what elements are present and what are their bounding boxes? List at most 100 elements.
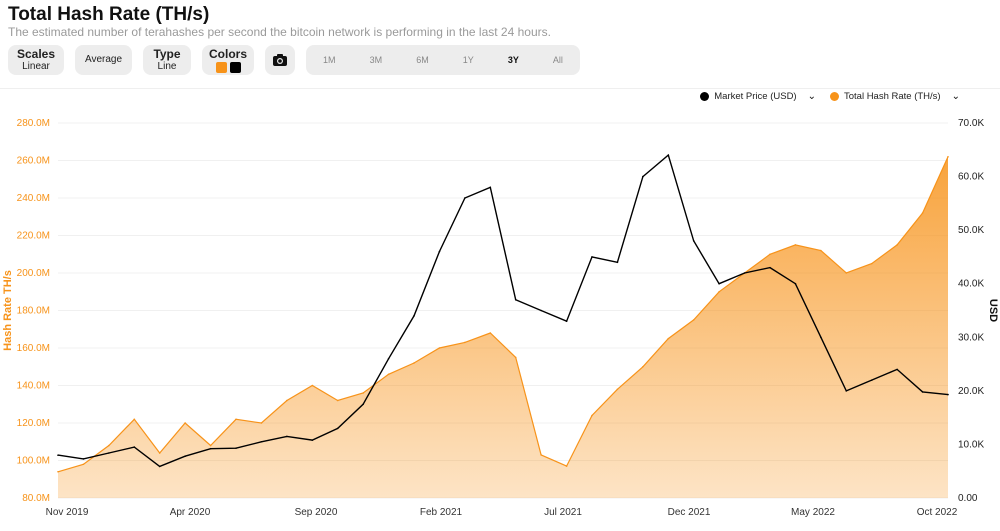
- market-price-point: [820, 336, 822, 339]
- y-tick-label: 200.0M: [17, 268, 50, 279]
- y-tick-label: 80.0M: [22, 493, 50, 504]
- hash-rate-point: [362, 392, 364, 394]
- y2-tick-label: 60.0K: [958, 172, 984, 183]
- y-tick-label: 160.0M: [17, 343, 50, 354]
- market-price-point: [616, 261, 619, 264]
- chevron-down-icon[interactable]: ⌄: [951, 91, 960, 102]
- hash-rate-point: [413, 362, 415, 364]
- market-price-point: [718, 282, 720, 285]
- y2-tick-label: 40.0K: [958, 279, 984, 290]
- hash-rate-point: [565, 465, 568, 467]
- market-price-point: [82, 458, 85, 460]
- type-value: Line: [157, 60, 177, 72]
- page-title: Total Hash Rate (TH/s): [8, 4, 210, 25]
- x-tick-label: May 2022: [791, 507, 835, 518]
- legend-label-hash: Total Hash Rate (TH/s): [843, 91, 941, 102]
- market-price-point: [870, 379, 873, 381]
- y-tick-label: 240.0M: [17, 193, 50, 204]
- hash-rate-point: [311, 384, 314, 387]
- screenshot-button[interactable]: [265, 45, 295, 75]
- market-price-point: [57, 454, 59, 456]
- hash-rate-point: [184, 422, 186, 424]
- legend-item-price[interactable]: Market Price (USD) ⌄: [700, 91, 816, 102]
- range-3y[interactable]: 3Y: [507, 55, 519, 65]
- camera-icon: [273, 54, 287, 66]
- x-tick-label: Jul 2021: [544, 507, 582, 518]
- y2-tick-label: 70.0K: [958, 118, 984, 129]
- scales-button[interactable]: Scales Linear: [8, 45, 64, 75]
- market-price-point: [184, 455, 186, 458]
- hash-rate-point: [387, 373, 390, 376]
- hash-rate-point: [108, 444, 110, 447]
- y-tick-label: 280.0M: [17, 118, 50, 129]
- market-price-point: [209, 447, 212, 450]
- hash-rate-point: [921, 212, 924, 214]
- y-axis-title: Hash Rate TH/s: [2, 270, 14, 351]
- hash-rate-point: [820, 249, 822, 252]
- y2-tick-label: 30.0K: [958, 332, 984, 343]
- market-price-point: [464, 197, 466, 199]
- hash-rate-point: [718, 290, 720, 293]
- hash-dot-icon: [829, 92, 839, 101]
- market-price-line: [57, 153, 949, 468]
- legend-item-hash[interactable]: Total Hash Rate (TH/s) ⌄: [829, 91, 960, 102]
- market-price-point: [362, 403, 364, 406]
- y-tick-label: 220.0M: [17, 231, 50, 242]
- market-price-point: [438, 250, 441, 253]
- x-tick-label: Oct 2022: [917, 507, 958, 518]
- y2-tick-label: 50.0K: [958, 225, 984, 236]
- hash-rate-area: [58, 156, 948, 499]
- colors-button[interactable]: Colors: [202, 45, 254, 75]
- hash-rate-point: [286, 399, 288, 402]
- market-price-point: [947, 393, 949, 396]
- colors-label: Colors: [208, 46, 247, 61]
- range-all[interactable]: All: [552, 55, 563, 65]
- range-3m[interactable]: 3M: [369, 55, 383, 65]
- hash-rate-point: [158, 452, 161, 454]
- hash-rate-point: [540, 454, 542, 456]
- hash-rate-point: [57, 470, 59, 473]
- y-tick-label: 100.0M: [17, 456, 50, 467]
- market-price-point: [133, 446, 136, 448]
- x-tick-label: Feb 2021: [420, 507, 463, 518]
- market-price-point: [794, 282, 797, 285]
- hash-rate-point: [692, 319, 695, 321]
- hash-color-swatch[interactable]: [215, 61, 227, 73]
- market-price-point: [667, 154, 670, 156]
- hash-rate-point: [642, 365, 644, 368]
- hash-rate-point: [489, 332, 492, 334]
- page-subtitle: The estimated number of terahashes per s…: [8, 25, 551, 39]
- y2-tick-label: 0.00: [958, 493, 978, 504]
- chart-legend: Market Price (USD) ⌄ Total Hash Rate (TH…: [700, 91, 960, 102]
- hash-rate-point: [235, 418, 237, 421]
- market-price-point: [540, 309, 542, 312]
- market-price-point: [565, 320, 568, 323]
- market-price-point: [743, 272, 746, 274]
- price-color-swatch[interactable]: [229, 61, 241, 73]
- hash-rate-point: [438, 347, 441, 349]
- hash-rate-point: [514, 356, 517, 359]
- market-price-point: [235, 447, 237, 449]
- y2-tick-label: 10.0K: [958, 439, 984, 450]
- y-tick-label: 140.0M: [17, 381, 50, 392]
- hash-rate-point: [947, 155, 949, 158]
- hash-rate-point: [464, 341, 466, 344]
- market-price-point: [158, 465, 161, 468]
- range-1y[interactable]: 1Y: [462, 55, 474, 65]
- range-1m[interactable]: 1M: [323, 55, 336, 65]
- chevron-down-icon[interactable]: ⌄: [807, 91, 816, 102]
- hash-rate-point: [82, 463, 85, 466]
- market-price-point: [286, 435, 288, 438]
- type-button[interactable]: Type Line: [143, 45, 191, 75]
- average-button[interactable]: Average: [75, 45, 132, 75]
- market-price-point: [311, 439, 314, 441]
- market-price-point: [489, 186, 492, 189]
- x-tick-label: Apr 2020: [170, 507, 211, 518]
- market-price-point: [845, 390, 848, 392]
- x-tick-label: Dec 2021: [668, 507, 711, 518]
- range-6m[interactable]: 6M: [416, 55, 429, 65]
- market-price-point: [336, 427, 339, 430]
- hash-rate-line: [57, 156, 949, 473]
- market-price-point: [387, 357, 390, 360]
